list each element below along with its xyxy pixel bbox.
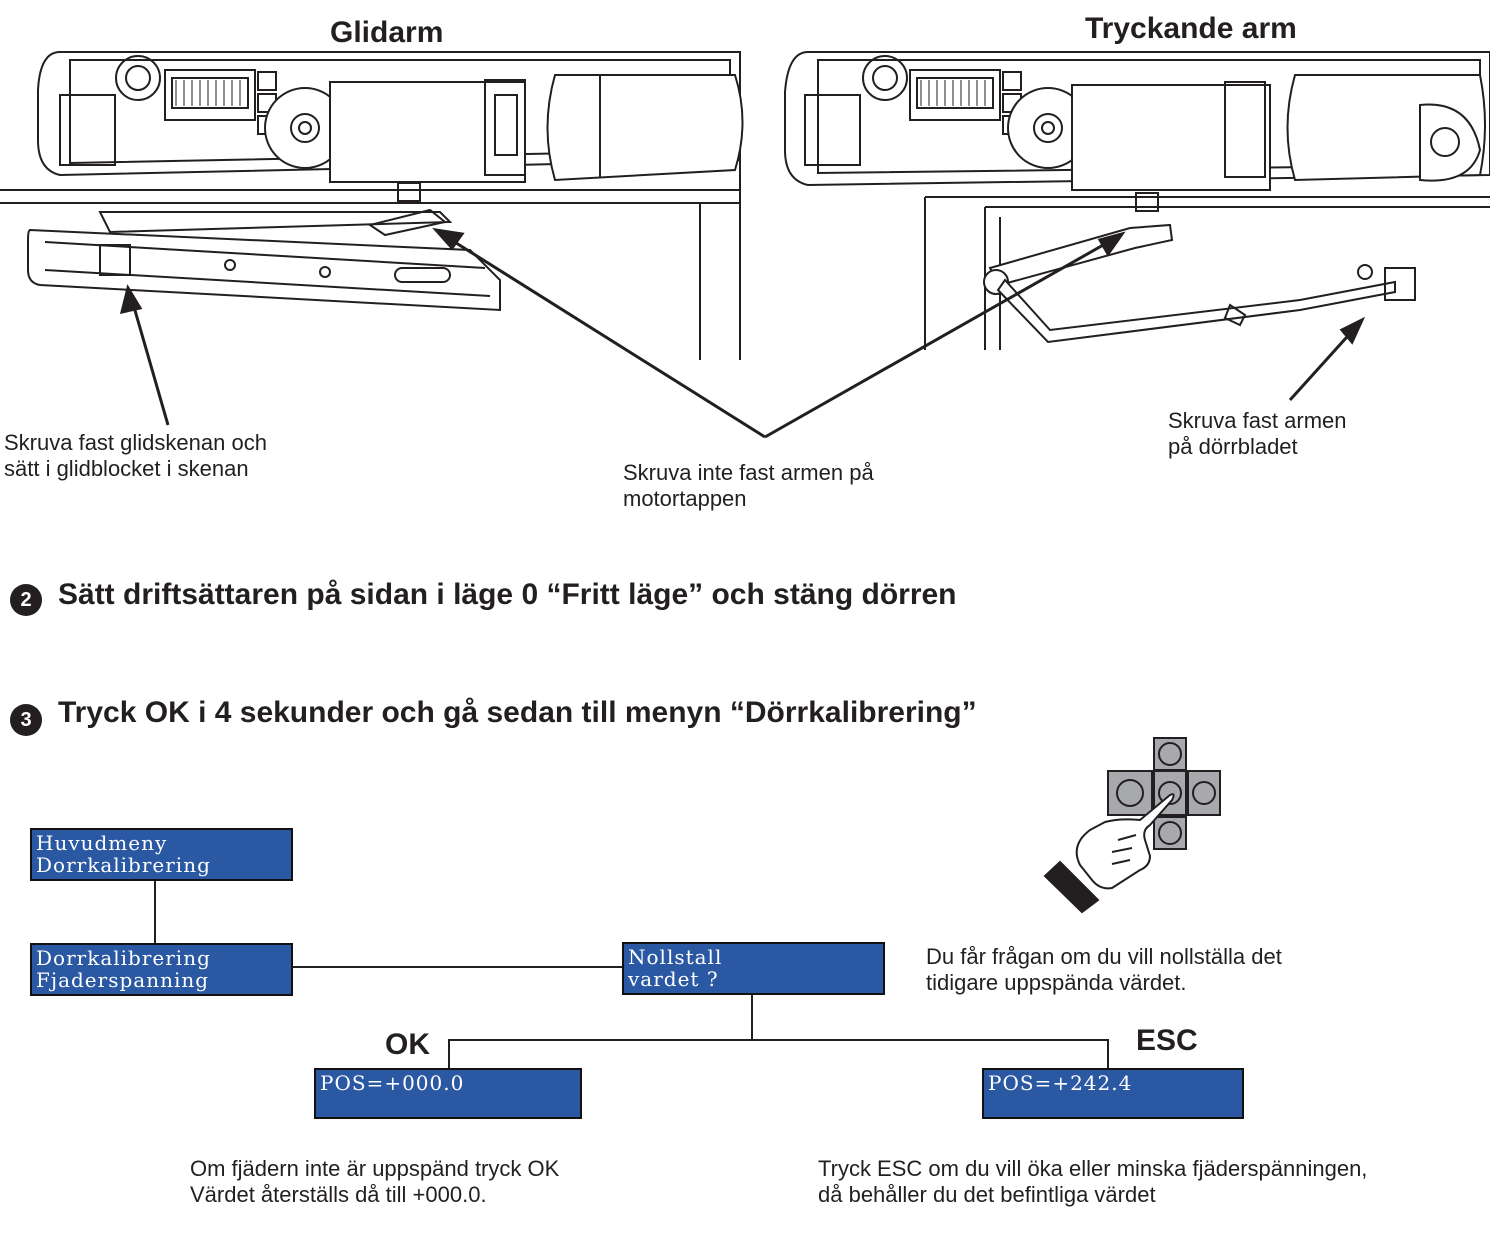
heading-slide-arm: Glidarm <box>330 16 444 49</box>
caption-line: motortappen <box>623 486 747 511</box>
lcd-pos-esc: POS=+242.4 <box>982 1068 1244 1119</box>
push-arm-drawing <box>983 223 1416 344</box>
caption-line: Skruva fast glidskenan och <box>4 430 267 455</box>
keypad-icon <box>1107 737 1221 850</box>
caption-motor-pin: Skruva inte fast armen på motortappen <box>623 460 874 512</box>
note-reset-info: Du får frågan om du vill nollställa det … <box>926 944 1282 996</box>
caption-door-leaf: Skruva fast armen på dörrbladet <box>1168 408 1347 460</box>
lcd-pos-ok: POS=+000.0 <box>314 1068 582 1119</box>
note-line: tidigare uppspända värdet. <box>926 970 1187 995</box>
lcd-main-menu: Huvudmeny Dorrkalibrering <box>30 828 293 881</box>
slide-rail-drawing <box>27 208 501 312</box>
note-line: Du får frågan om du vill nollställa det <box>926 944 1282 969</box>
lcd-reset-question: Nollstall vardet ? <box>622 942 885 995</box>
note-line: Om fjädern inte är uppspänd tryck OK <box>190 1156 560 1181</box>
lcd-line: Dorrkalibrering <box>36 946 211 970</box>
step-number-badge: 3 <box>10 704 42 736</box>
esc-key-label: ESC <box>1136 1024 1198 1057</box>
caption-slide-rail: Skruva fast glidskenan och sätt i glidbl… <box>4 430 267 482</box>
lcd-line: Nollstall <box>628 945 723 969</box>
heading-push-arm: Tryckande arm <box>1085 12 1297 45</box>
note-line: Tryck ESC om du vill öka eller minska fj… <box>818 1156 1368 1181</box>
lcd-line: Fjaderspanning <box>36 968 210 992</box>
door-operator-drawing <box>37 51 744 202</box>
door-operator-drawing <box>784 51 1490 212</box>
hand-pointer-icon <box>1043 793 1175 914</box>
ok-key-label: OK <box>385 1028 430 1061</box>
step-3-title: Tryck OK i 4 sekunder och gå sedan till … <box>58 696 977 729</box>
caption-line: Skruva inte fast armen på <box>623 460 874 485</box>
lcd-line: POS=+242.4 <box>988 1071 1133 1095</box>
lcd-line: vardet ? <box>628 967 719 991</box>
note-line: då behåller du det befintliga värdet <box>818 1182 1156 1207</box>
step-number-badge: 2 <box>10 584 42 616</box>
step-2-title: Sätt driftsättaren på sidan i läge 0 “Fr… <box>58 578 957 611</box>
door-frame-right <box>924 196 1490 350</box>
lcd-line: Huvudmeny <box>36 831 168 855</box>
lcd-calibration: Dorrkalibrering Fjaderspanning <box>30 943 293 996</box>
note-esc-info: Tryck ESC om du vill öka eller minska fj… <box>818 1156 1367 1208</box>
menu-flow-lines <box>154 880 1109 1068</box>
caption-line: Skruva fast armen <box>1168 408 1347 433</box>
lcd-line: POS=+000.0 <box>320 1071 465 1095</box>
lcd-line: Dorrkalibrering <box>36 853 211 877</box>
pointer-arrows <box>119 227 1366 439</box>
note-ok-info: Om fjädern inte är uppspänd tryck OK Vär… <box>190 1156 559 1208</box>
caption-line: sätt i glidblocket i skenan <box>4 456 249 481</box>
caption-line: på dörrbladet <box>1168 434 1298 459</box>
note-line: Värdet återställs då till +000.0. <box>190 1182 487 1207</box>
